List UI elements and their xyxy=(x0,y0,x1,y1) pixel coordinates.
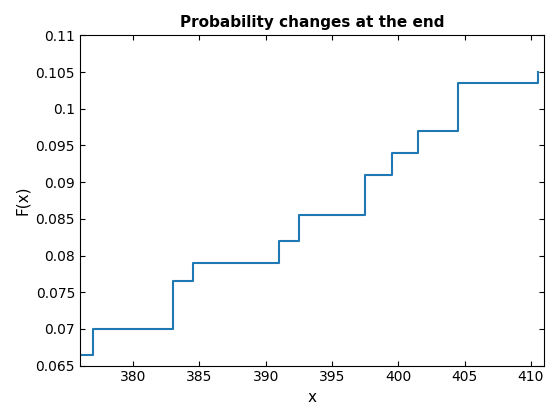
Y-axis label: F(x): F(x) xyxy=(15,186,30,215)
Title: Probability changes at the end: Probability changes at the end xyxy=(180,15,444,30)
X-axis label: x: x xyxy=(307,390,316,405)
